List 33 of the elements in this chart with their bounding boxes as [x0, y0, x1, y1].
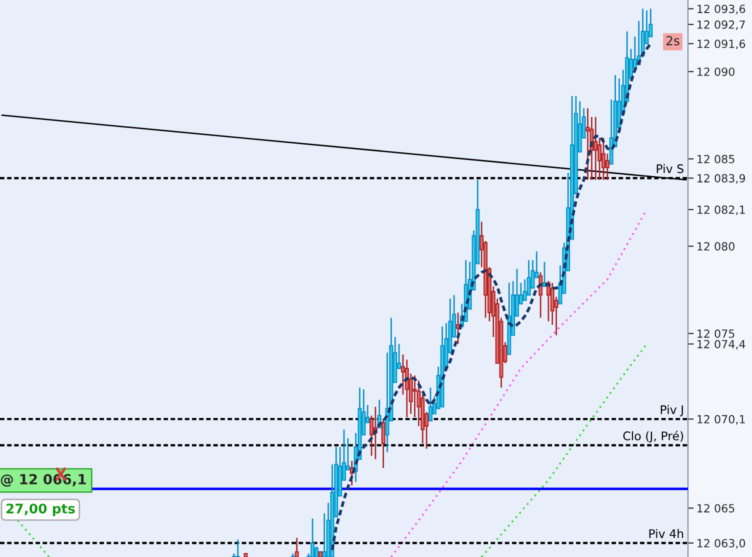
- ref-line-label: Clo (J, Pré): [623, 430, 684, 443]
- ref-line-label: Piv J: [660, 405, 683, 416]
- candlestick: [456, 312, 460, 345]
- y-tick-label: 12 075: [698, 329, 734, 338]
- candlestick: [602, 137, 606, 181]
- y-tick-label: 12 070,1: [698, 415, 745, 425]
- y-tick-label: 12 065: [698, 504, 734, 512]
- y-tick-label: 12 085: [698, 154, 734, 164]
- y-tick-label: 12 090: [698, 68, 734, 76]
- y-tick-label: 12 093,6: [698, 4, 746, 14]
- y-tick-label: 12 083,9: [698, 174, 746, 184]
- annotation: 2s: [666, 36, 680, 46]
- candlestick: [236, 538, 240, 557]
- ref-line-label: Piv S: [656, 164, 684, 174]
- y-tick-label: 12 082,1: [698, 206, 745, 216]
- candlestick: [381, 418, 386, 469]
- y-tick-label: 12 092,7: [698, 20, 745, 30]
- candlestick: [310, 518, 315, 557]
- annotation: 27,00 pts: [6, 504, 75, 516]
- candlestick: [594, 116, 598, 181]
- candlestick: [294, 537, 299, 557]
- candlestick: [522, 278, 527, 302]
- candlestick: [428, 386, 432, 422]
- y-tick-label: 12 074,4: [698, 340, 746, 350]
- line-series: [480, 343, 648, 557]
- candlestick: [322, 512, 326, 557]
- y-tick-label: 12 080: [698, 242, 734, 251]
- candlestick: [586, 108, 590, 181]
- y-tick-label: 12 091,6: [698, 40, 746, 50]
- candlestick: [314, 546, 318, 557]
- candlestick: [605, 152, 610, 181]
- ref-line-label: Piv 4h: [649, 528, 684, 538]
- y-tick-label: 12 063,0: [698, 539, 746, 549]
